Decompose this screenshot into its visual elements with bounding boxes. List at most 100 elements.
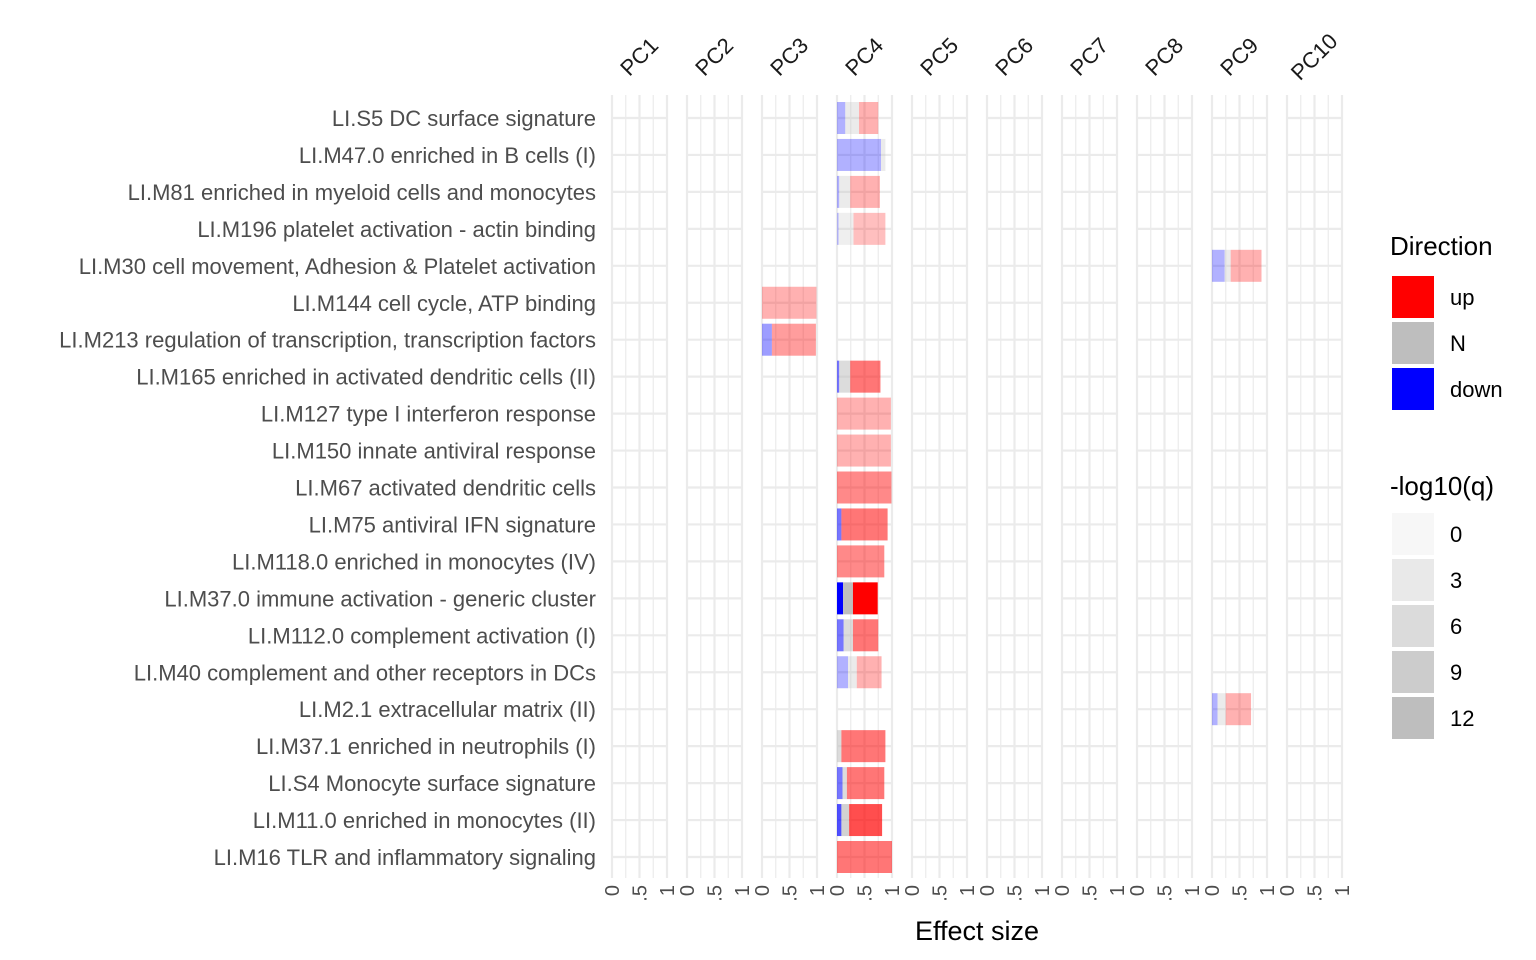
bar-layer: [762, 102, 1262, 873]
y-category-label: LI.M37.1 enriched in neutrophils (I): [256, 734, 596, 759]
facet-label-pc3: PC3: [765, 33, 813, 81]
facet-label-pc9: PC9: [1215, 33, 1263, 81]
legend-key-significance: [1392, 697, 1434, 739]
bar-segment-down: [837, 656, 848, 689]
facet-label-pc1: PC1: [615, 33, 663, 81]
y-category-label: LI.M150 innate antiviral response: [272, 439, 596, 464]
y-category-label: LI.M118.0 enriched in monocytes (IV): [232, 549, 596, 574]
x-tick-label: .5: [1080, 885, 1102, 902]
legend-label-significance: 6: [1450, 614, 1462, 639]
bar-segment-n: [843, 582, 853, 615]
bar-segment-n: [839, 175, 851, 208]
x-tick-label: 0: [1052, 885, 1074, 896]
bar-segment-up: [1230, 249, 1262, 282]
bar-segment-down: [837, 804, 842, 837]
bar-segment-n: [841, 804, 850, 837]
y-category-label: LI.S5 DC surface signature: [332, 106, 596, 131]
bar-segment-n: [1224, 249, 1231, 282]
y-category-label: LI.M81 enriched in myeloid cells and mon…: [128, 180, 596, 205]
x-axis-title: Effect size: [915, 916, 1039, 946]
bar-segment-up: [1225, 693, 1252, 726]
x-tick-label: .5: [930, 885, 952, 902]
bar-segment-up: [849, 804, 883, 837]
bar-segment-n: [1217, 693, 1226, 726]
y-category-label: LI.M127 type I interferon response: [261, 402, 596, 427]
x-tick-label: 0: [1202, 885, 1224, 896]
legend-label-significance: 3: [1450, 568, 1462, 593]
legend-label-significance: 0: [1450, 522, 1462, 547]
bar-segment-n: [848, 656, 857, 689]
x-tick-label: .5: [1305, 885, 1327, 902]
bar-segment-down: [1212, 249, 1225, 282]
bar-segment-n: [845, 102, 859, 134]
bar-segment-up: [850, 175, 880, 208]
facet-label-pc2: PC2: [690, 33, 738, 81]
x-tick-label: 1: [1332, 885, 1354, 896]
facet-panel-pc1: [610, 95, 669, 878]
bar-segment-up: [850, 360, 881, 393]
bar-segment-n: [842, 767, 847, 800]
legend-key-down: [1392, 368, 1434, 410]
x-tick-label: 0: [827, 885, 849, 896]
facet-panel-pc8: [1135, 95, 1194, 878]
y-category-label: LI.M16 TLR and inflammatory signaling: [214, 845, 596, 870]
bar-segment-n: [839, 360, 851, 393]
x-tick-label: 1: [807, 885, 829, 896]
facet-panel-pc2: [685, 95, 744, 878]
facet-label-pc10: PC10: [1286, 28, 1343, 85]
legend-label-significance: 12: [1450, 706, 1474, 731]
y-category-label: LI.M67 activated dendritic cells: [295, 476, 596, 501]
bar-segment-up: [762, 286, 817, 319]
facet-panel-pc10: [1285, 95, 1344, 878]
bar-segment-up: [837, 545, 885, 578]
bar-segment-up: [771, 323, 816, 356]
x-tick-label: .5: [1005, 885, 1027, 902]
legend-key-significance: [1392, 513, 1434, 555]
legend-key-significance: [1392, 651, 1434, 693]
x-tick-label: 1: [957, 885, 979, 896]
bar-segment-n: [881, 138, 886, 171]
legend-label-n: N: [1450, 331, 1466, 356]
legend-key-n: [1392, 322, 1434, 364]
facet-label-pc7: PC7: [1065, 33, 1113, 81]
bar-segment-down: [837, 102, 846, 134]
bar-segment-up: [852, 619, 879, 652]
x-tick-label: 0: [602, 885, 624, 896]
facet-panel-pc3: [760, 95, 819, 878]
y-category-label: LI.M40 complement and other receptors in…: [134, 660, 596, 685]
y-category-label: LI.M37.0 immune activation - generic clu…: [164, 586, 596, 611]
bar-segment-n: [838, 212, 854, 245]
bar-segment-down: [837, 360, 840, 393]
bar-segment-down: [837, 138, 881, 171]
x-tick-label: 0: [1277, 885, 1299, 896]
bar-segment-up: [837, 434, 891, 467]
x-tick-label: 0: [677, 885, 699, 896]
x-tick-label: 1: [1032, 885, 1054, 896]
legend-label-up: up: [1450, 285, 1474, 310]
facet-panel-pc5: [910, 95, 969, 878]
bar-segment-up: [853, 212, 886, 245]
y-category-label: LI.M11.0 enriched in monocytes (II): [253, 808, 596, 833]
x-tick-label: 1: [657, 885, 679, 896]
x-tick-label: .5: [705, 885, 727, 902]
legend-key-significance: [1392, 605, 1434, 647]
bar-segment-up: [856, 656, 882, 689]
facet-panel-pc7: [1060, 95, 1119, 878]
legend-key-significance: [1392, 559, 1434, 601]
y-category-label: LI.M30 cell movement, Adhesion & Platele…: [79, 254, 596, 279]
x-tick-label: 0: [752, 885, 774, 896]
y-category-label: LI.M213 regulation of transcription, tra…: [59, 328, 596, 353]
bar-segment-down: [837, 212, 839, 245]
facet-label-pc6: PC6: [990, 33, 1038, 81]
x-tick-label: .5: [855, 885, 877, 902]
bar-segment-up: [837, 841, 892, 873]
y-category-label: LI.M2.1 extracellular matrix (II): [299, 697, 596, 722]
x-tick-label: 0: [977, 885, 999, 896]
bar-segment-up: [837, 397, 891, 430]
bar-segment-n: [843, 619, 853, 652]
legend-label-down: down: [1450, 377, 1503, 402]
x-tick-label: 1: [732, 885, 754, 896]
bar-segment-up: [846, 767, 885, 800]
y-category-label: LI.M196 platelet activation - actin bind…: [197, 217, 596, 242]
bar-segment-down: [837, 767, 843, 800]
